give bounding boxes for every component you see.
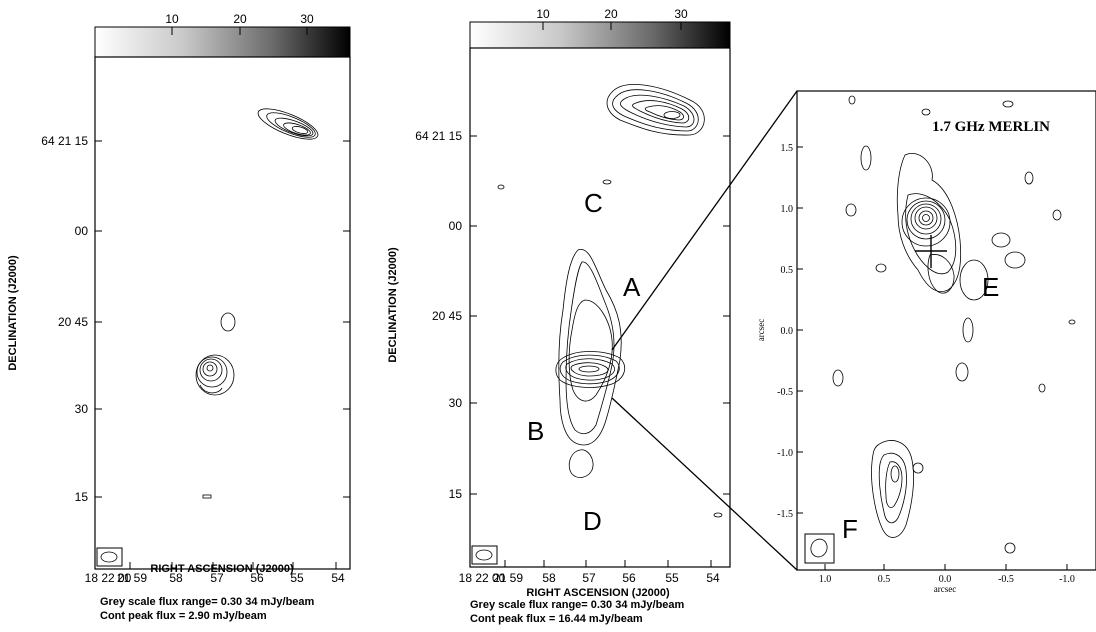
mid-xlabel: RIGHT ASCENSION (J2000)	[526, 587, 670, 599]
mid-colorbar-label: 30	[674, 7, 688, 21]
left-ytick: 64 21 15	[41, 134, 88, 148]
left-noise-contour	[202, 494, 212, 499]
left-ytick: 20 45	[58, 315, 88, 329]
zoom-line-bottom	[611, 397, 798, 571]
inset-xtick: 0.0	[939, 574, 952, 585]
mid-ytick: 64 21 15	[415, 129, 462, 143]
mid-xtick: 18 22 00	[459, 571, 506, 585]
inset-ytick: 1.0	[781, 204, 794, 215]
inset-ylabel: arcsec	[756, 319, 766, 341]
inset-panel: 1.7 GHz MERLIN arcsec 1.5 1.0 0.5 0.0 -0…	[756, 90, 1096, 594]
mid-xtick: 55	[665, 571, 679, 585]
left-xtick: 18 22 00	[85, 571, 132, 585]
inset-ytick: 1.5	[781, 143, 794, 154]
mid-north-lobe-contours	[606, 84, 705, 136]
inset-xtick: 0.5	[878, 574, 891, 585]
mid-ytick: 00	[449, 219, 463, 233]
mid-noise-contour	[602, 179, 612, 185]
inset-beam-ellipse	[810, 538, 828, 558]
left-ytick: 00	[75, 224, 89, 238]
inset-ytick: -0.5	[777, 387, 793, 398]
mid-noise-contour	[713, 512, 723, 518]
mid-jet-contours	[555, 249, 626, 478]
inset-ytick: 0.0	[781, 326, 794, 337]
left-yticks	[95, 140, 350, 569]
inset-xtick: -0.5	[998, 574, 1014, 585]
left-plot-frame	[94, 56, 351, 570]
left-xtick: 57	[210, 571, 224, 585]
left-north-lobe-contours	[257, 108, 319, 140]
mid-colorbar-label: 10	[536, 7, 550, 21]
inset-ytick: -1.5	[777, 509, 793, 520]
mid-colorbar-label: 20	[604, 7, 618, 21]
component-label-b: B	[527, 416, 544, 446]
left-ytick: 30	[75, 402, 89, 416]
mid-xtick: 21 59	[493, 571, 523, 585]
mid-beam-ellipse	[475, 549, 493, 561]
inset-ytick: 0.5	[781, 265, 794, 276]
mid-beam-box	[471, 545, 498, 565]
left-beam-ellipse	[100, 551, 118, 563]
mid-ytick: 15	[449, 487, 463, 501]
left-footer-2: Cont peak flux = 2.90 mJy/beam	[100, 610, 267, 622]
inset-plot-frame	[796, 90, 1096, 571]
mid-colorbar	[469, 21, 731, 49]
left-xtick: 55	[290, 571, 304, 585]
inset-south-contours	[871, 440, 924, 538]
left-xlabel: RIGHT ASCENSION (J2000)	[150, 563, 294, 575]
inset-beam-box	[804, 533, 835, 564]
mid-xtick: 56	[622, 571, 636, 585]
left-xtick: 56	[250, 571, 264, 585]
mid-footer-2: Cont peak flux = 16.44 mJy/beam	[470, 613, 643, 625]
component-label-d: D	[583, 506, 602, 536]
left-xtick: 21 59	[117, 571, 147, 585]
inset-xtick: 1.0	[819, 574, 832, 585]
mid-plot-frame	[469, 47, 731, 568]
left-ylabel: DECLINATION (J2000)	[7, 255, 19, 371]
left-footer-1: Grey scale flux range= 0.30 34 mJy/beam	[100, 596, 315, 608]
component-label-a: A	[623, 272, 641, 302]
component-label-e: E	[982, 272, 999, 302]
inset-ticks	[797, 146, 1068, 570]
middle-panel: 10 20 30 DECLINATION (J2000) 64 21 15 00…	[387, 7, 731, 625]
zoom-line-top	[611, 90, 798, 351]
left-colorbar-label: 20	[233, 12, 247, 26]
mid-ytick: 30	[449, 396, 463, 410]
left-core-contours	[195, 312, 236, 396]
inset-position-cross	[915, 235, 947, 268]
inset-xtick: -1.0	[1059, 574, 1075, 585]
mid-xtick: 54	[706, 571, 720, 585]
mid-noise-contour	[497, 184, 505, 190]
component-label-f: F	[842, 514, 858, 544]
left-ytick: 15	[75, 490, 89, 504]
left-colorbar-label: 10	[165, 12, 179, 26]
inset-core-contours	[832, 95, 1076, 554]
left-beam-box	[96, 547, 123, 567]
mid-xtick: 58	[542, 571, 556, 585]
left-colorbar-label: 30	[300, 12, 314, 26]
mid-ylabel: DECLINATION (J2000)	[387, 247, 399, 363]
mid-ticks	[470, 135, 730, 567]
inset-xlabel: arcsec	[934, 584, 956, 594]
mid-ytick: 20 45	[432, 309, 462, 323]
left-xtick: 54	[331, 571, 345, 585]
mid-footer-1: Grey scale flux range= 0.30 34 mJy/beam	[470, 599, 685, 611]
left-colorbar	[94, 26, 351, 58]
component-label-c: C	[584, 188, 603, 218]
mid-xtick: 57	[582, 571, 596, 585]
left-panel: 10 20 30 DECLINATION (J2000) 64 21 15 00…	[7, 12, 351, 622]
left-xtick: 58	[169, 571, 183, 585]
inset-ytick: -1.0	[777, 448, 793, 459]
inset-title: 1.7 GHz MERLIN	[932, 119, 1050, 135]
